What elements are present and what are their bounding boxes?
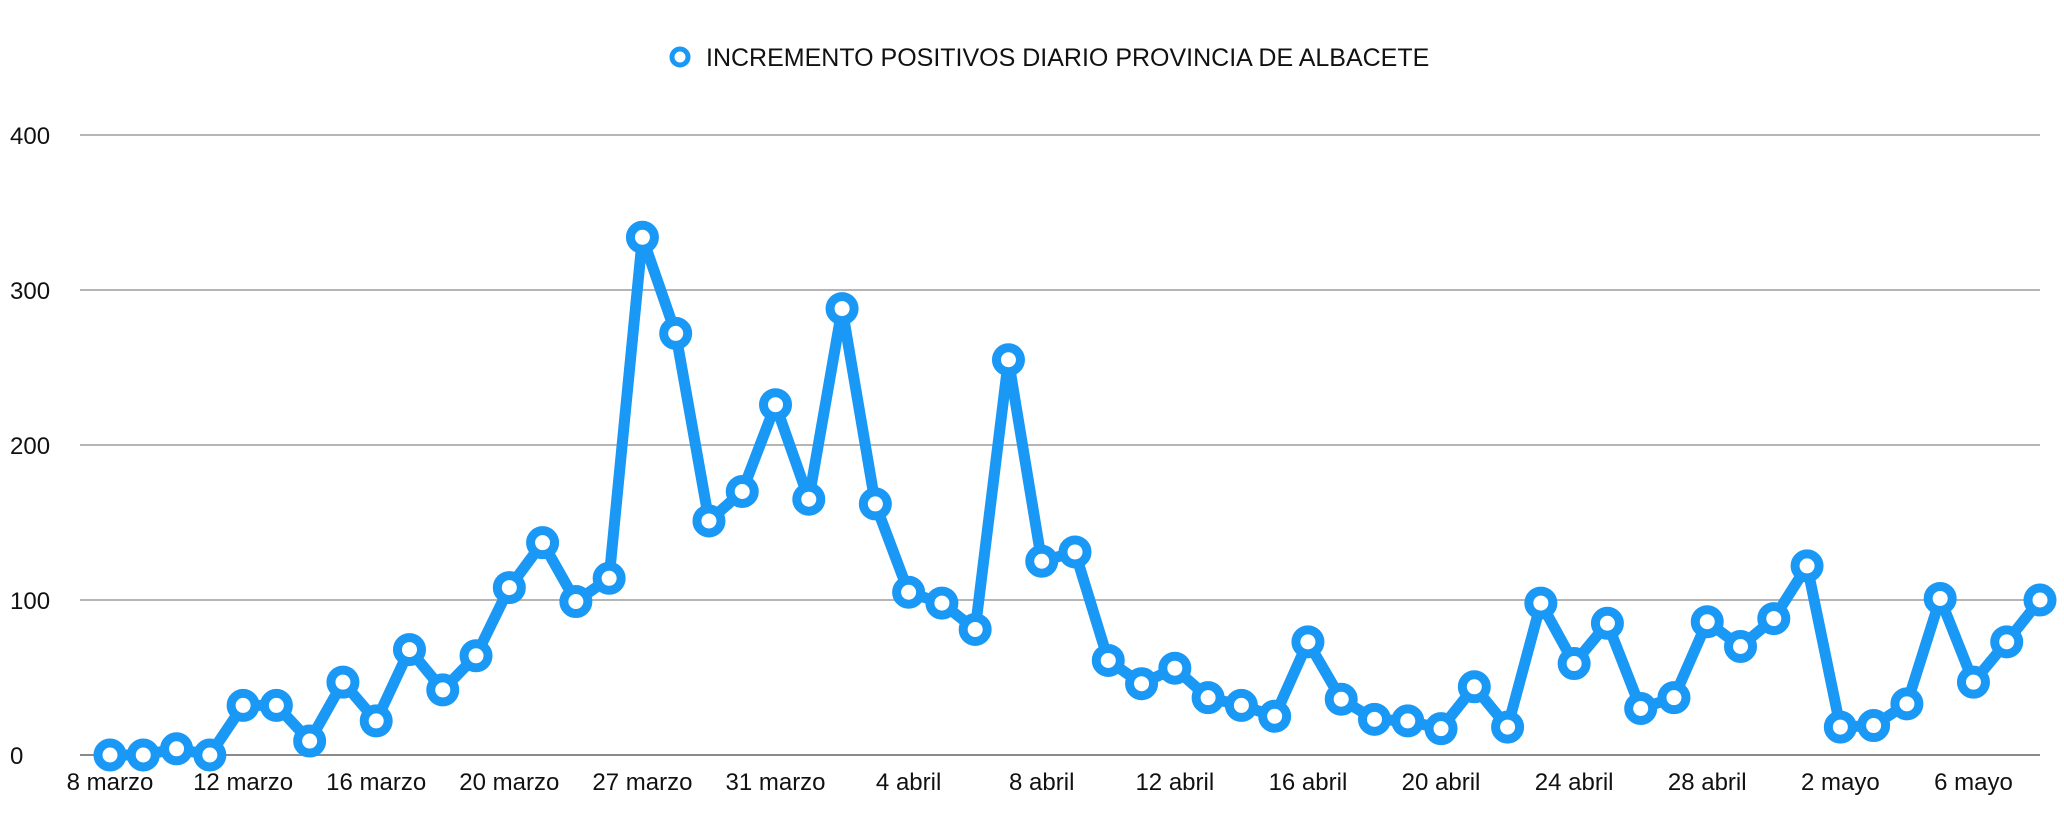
data-point — [1158, 651, 1192, 685]
data-point — [1557, 647, 1591, 681]
x-tick-label: 16 abril — [1269, 769, 1348, 796]
series-layer — [93, 220, 2057, 772]
x-tick-label: 2 mayo — [1801, 769, 1880, 796]
data-point — [193, 738, 227, 772]
y-tick-label: 0 — [10, 743, 23, 770]
data-point — [526, 526, 560, 560]
x-tick-label: 6 mayo — [1934, 769, 2013, 796]
data-point — [759, 388, 793, 422]
x-tick-label: 20 abril — [1402, 769, 1481, 796]
series-line — [104, 231, 2046, 761]
data-point — [1091, 643, 1125, 677]
data-point — [2023, 583, 2057, 617]
data-point — [93, 738, 127, 772]
data-point — [1624, 692, 1658, 725]
data-point — [1690, 605, 1724, 639]
data-point — [725, 475, 759, 508]
data-point — [293, 724, 327, 758]
data-point — [1923, 581, 1957, 615]
data-point — [825, 292, 859, 326]
data-point — [1058, 535, 1092, 569]
data-point — [1790, 549, 1824, 583]
data-point — [392, 633, 426, 667]
legend-label: INCREMENTO POSITIVOS DIARIO PROVINCIA DE… — [706, 44, 1429, 72]
data-point — [925, 586, 959, 620]
y-axis-ticks: 0 100 200 300 400 — [10, 123, 50, 770]
data-point — [1857, 709, 1891, 743]
gridlines — [80, 134, 2040, 756]
data-point — [858, 487, 892, 521]
data-point — [1657, 681, 1691, 715]
x-tick-label: 28 abril — [1668, 769, 1747, 796]
data-point — [991, 343, 1025, 377]
data-point — [1357, 702, 1391, 736]
x-tick-label: 24 abril — [1535, 769, 1614, 796]
x-tick-label: 8 abril — [1009, 769, 1074, 796]
data-point — [1757, 602, 1791, 636]
data-point — [1457, 670, 1491, 704]
data-point — [1890, 687, 1924, 721]
y-tick-label: 400 — [10, 123, 50, 150]
legend-marker — [669, 46, 691, 68]
data-point — [1191, 681, 1225, 715]
y-tick-label: 300 — [10, 278, 50, 305]
data-point — [792, 482, 826, 516]
data-point — [126, 738, 160, 772]
data-point — [592, 561, 626, 595]
data-point — [958, 612, 992, 646]
data-point — [359, 704, 393, 738]
data-point — [426, 673, 460, 707]
y-tick-label: 100 — [10, 588, 50, 615]
data-point — [1324, 682, 1358, 716]
data-point — [692, 504, 726, 538]
data-point — [1424, 712, 1458, 746]
data-point — [459, 639, 493, 673]
data-point — [1524, 586, 1558, 620]
x-tick-label: 20 marzo — [459, 769, 559, 796]
x-tick-label: 31 marzo — [725, 769, 825, 796]
data-point — [1990, 625, 2024, 659]
data-point — [659, 316, 693, 350]
data-point — [1125, 667, 1159, 701]
data-point — [892, 575, 926, 609]
data-point — [625, 220, 659, 254]
data-point — [1956, 665, 1990, 699]
x-tick-label: 27 marzo — [592, 769, 692, 796]
data-point — [326, 665, 360, 699]
data-point — [1291, 625, 1325, 659]
data-point — [226, 688, 260, 722]
x-axis-ticks: 8 marzo 12 marzo 16 marzo 20 marzo 27 marzo 3… — [67, 769, 2013, 796]
x-tick-label: 16 marzo — [326, 769, 426, 796]
x-tick-label: 12 marzo — [193, 769, 293, 796]
data-point — [492, 571, 526, 605]
x-tick-label: 4 abril — [876, 769, 941, 796]
data-point — [1391, 704, 1425, 738]
x-tick-label: 8 marzo — [67, 769, 154, 796]
data-point — [1590, 606, 1624, 640]
data-point — [1025, 544, 1059, 578]
data-point — [1823, 710, 1857, 744]
data-point — [160, 732, 194, 766]
data-point — [1491, 710, 1525, 744]
data-point — [1724, 630, 1758, 663]
y-tick-label: 200 — [10, 433, 50, 460]
data-point — [1224, 688, 1258, 722]
data-point — [259, 688, 293, 722]
legend: INCREMENTO POSITIVOS DIARIO PROVINCIA DE… — [669, 44, 1429, 72]
data-point — [559, 585, 593, 619]
data-point — [1258, 699, 1292, 733]
x-tick-label: 12 abril — [1135, 769, 1214, 796]
